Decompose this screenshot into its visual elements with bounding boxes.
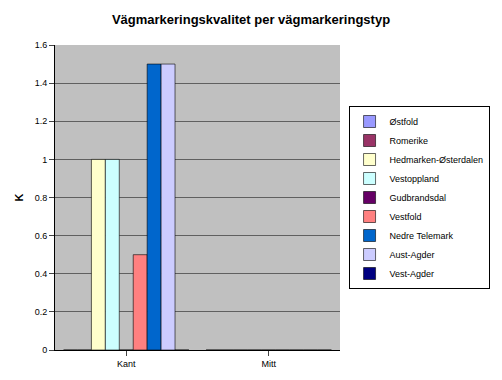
svg-text:Nedre Telemark: Nedre Telemark bbox=[390, 231, 454, 241]
svg-text:Romerike: Romerike bbox=[390, 136, 429, 146]
svg-text:1: 1 bbox=[42, 155, 47, 165]
svg-text:Østfold: Østfold bbox=[390, 117, 419, 127]
svg-text:Vestoppland: Vestoppland bbox=[390, 174, 440, 184]
svg-text:Hedmarken-Østerdalen: Hedmarken-Østerdalen bbox=[390, 155, 484, 165]
svg-text:Vest-Agder: Vest-Agder bbox=[390, 269, 435, 279]
svg-text:Aust-Agder: Aust-Agder bbox=[390, 250, 435, 260]
svg-text:Gudbrandsdal: Gudbrandsdal bbox=[390, 193, 447, 203]
svg-text:Kant: Kant bbox=[117, 359, 136, 369]
svg-text:Mitt: Mitt bbox=[262, 359, 277, 369]
svg-text:1.6: 1.6 bbox=[35, 40, 48, 50]
svg-text:0.2: 0.2 bbox=[35, 307, 48, 317]
svg-text:1.4: 1.4 bbox=[35, 78, 48, 88]
svg-text:0.8: 0.8 bbox=[35, 193, 48, 203]
svg-text:1.2: 1.2 bbox=[35, 116, 48, 126]
svg-text:Vestfold: Vestfold bbox=[390, 212, 422, 222]
svg-text:K: K bbox=[13, 193, 25, 201]
svg-text:0.4: 0.4 bbox=[35, 269, 48, 279]
svg-text:0.6: 0.6 bbox=[35, 231, 48, 241]
svg-text:Vägmarkeringskvalitet per vägm: Vägmarkeringskvalitet per vägmarkeringst… bbox=[112, 12, 390, 27]
svg-text:0: 0 bbox=[42, 345, 47, 355]
